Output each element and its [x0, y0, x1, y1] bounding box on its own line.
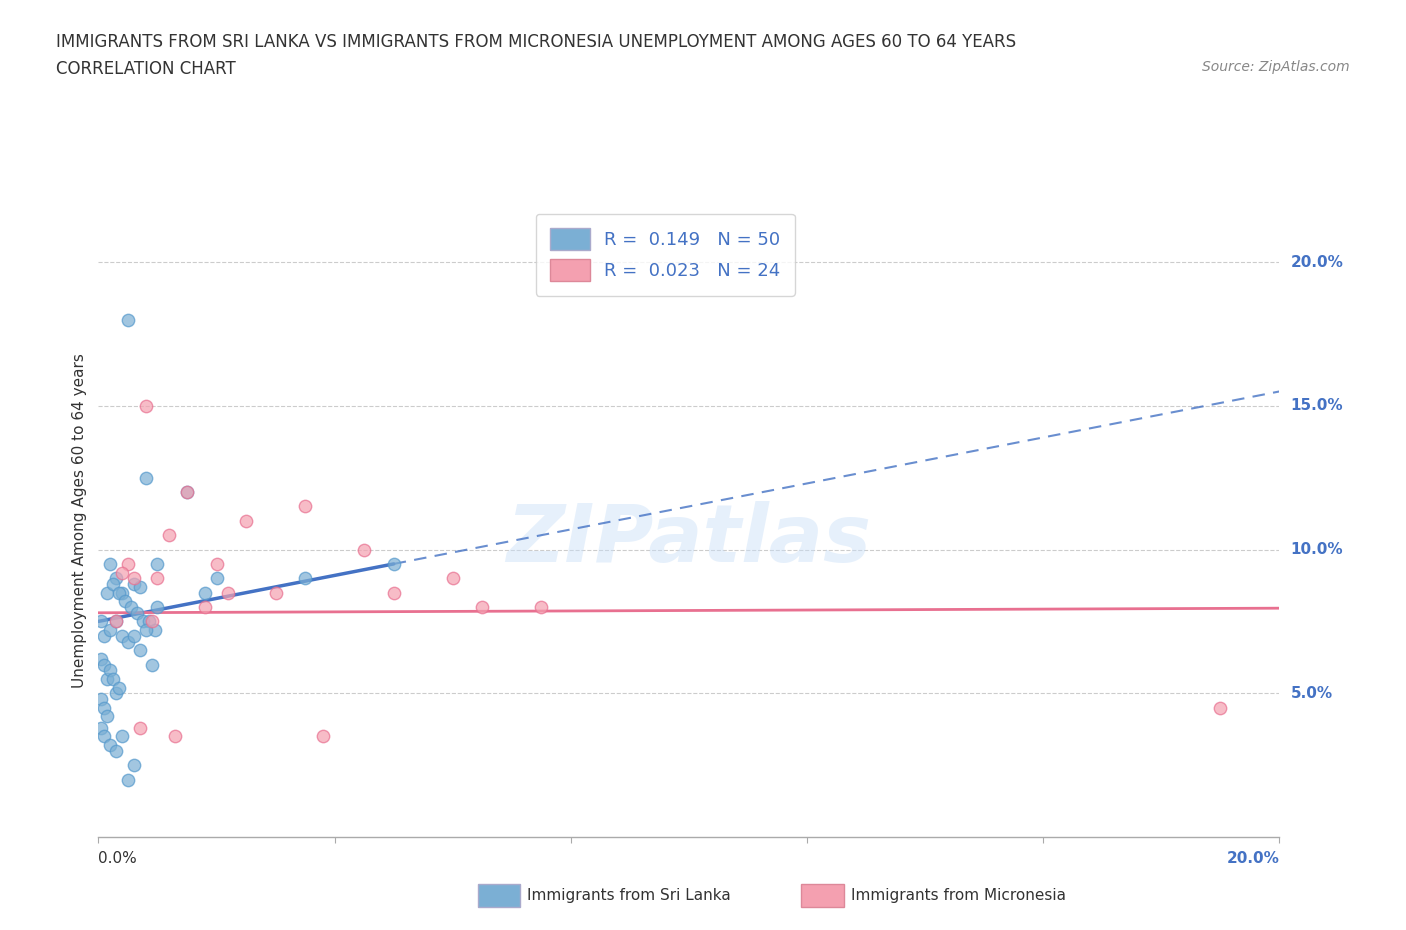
Point [157, 527, 180, 542]
Point [105, 743, 128, 758]
Point [111, 729, 134, 744]
Point [471, 600, 494, 615]
Point [294, 571, 316, 586]
Point [146, 556, 169, 571]
Point [93, 700, 115, 715]
Point [128, 721, 150, 736]
Legend: R =  0.149   N = 50, R =  0.023   N = 24: R = 0.149 N = 50, R = 0.023 N = 24 [536, 214, 794, 296]
Point [235, 513, 257, 528]
Point [146, 571, 169, 586]
Point [125, 605, 148, 620]
Point [194, 585, 217, 600]
Point [103, 671, 125, 686]
Point [96, 671, 118, 686]
Point [135, 622, 157, 637]
Point [105, 614, 128, 629]
Text: 10.0%: 10.0% [1291, 542, 1343, 557]
Point [105, 571, 128, 586]
Point [128, 643, 150, 658]
Point [205, 556, 228, 571]
Point [382, 556, 405, 571]
Point [98, 556, 121, 571]
Point [117, 634, 139, 649]
Point [176, 485, 198, 499]
Point [132, 614, 155, 629]
Point [98, 737, 121, 752]
Text: CORRELATION CHART: CORRELATION CHART [56, 60, 236, 78]
Point [117, 312, 139, 327]
Point [194, 600, 217, 615]
Point [217, 585, 239, 600]
Point [90, 692, 112, 707]
Point [120, 600, 142, 615]
Point [122, 577, 145, 591]
Point [122, 629, 145, 644]
Point [111, 565, 134, 580]
Point [128, 579, 150, 594]
Point [90, 651, 112, 666]
Point [441, 571, 464, 586]
Point [353, 542, 375, 557]
Point [98, 663, 121, 678]
Point [108, 585, 131, 600]
Point [312, 729, 335, 744]
Point [143, 622, 166, 637]
Text: Immigrants from Sri Lanka: Immigrants from Sri Lanka [527, 888, 731, 903]
Point [117, 772, 139, 787]
Point [141, 614, 163, 629]
Point [1209, 700, 1232, 715]
Point [90, 614, 112, 629]
Point [105, 685, 128, 700]
Point [165, 729, 187, 744]
Point [93, 629, 115, 644]
Text: 15.0%: 15.0% [1291, 398, 1343, 413]
Point [105, 614, 128, 629]
Point [141, 658, 163, 672]
Text: 0.0%: 0.0% [98, 851, 138, 866]
Point [108, 680, 131, 695]
Point [146, 600, 169, 615]
Point [93, 729, 115, 744]
Point [122, 571, 145, 586]
Point [294, 499, 316, 514]
Text: Immigrants from Micronesia: Immigrants from Micronesia [851, 888, 1066, 903]
Point [264, 585, 287, 600]
Point [111, 629, 134, 644]
Point [111, 585, 134, 600]
Point [98, 622, 121, 637]
Text: 20.0%: 20.0% [1291, 255, 1344, 270]
Point [176, 485, 198, 499]
Point [93, 658, 115, 672]
Point [530, 600, 553, 615]
Point [205, 571, 228, 586]
Point [96, 585, 118, 600]
Point [382, 585, 405, 600]
Text: Source: ZipAtlas.com: Source: ZipAtlas.com [1202, 60, 1350, 74]
Point [114, 594, 136, 609]
Text: 5.0%: 5.0% [1291, 685, 1333, 701]
Point [122, 758, 145, 773]
Text: ZIPatlas: ZIPatlas [506, 500, 872, 578]
Y-axis label: Unemployment Among Ages 60 to 64 years: Unemployment Among Ages 60 to 64 years [72, 353, 87, 688]
Point [103, 577, 125, 591]
Point [96, 709, 118, 724]
Point [135, 398, 157, 413]
Point [117, 556, 139, 571]
Point [138, 614, 160, 629]
Point [135, 471, 157, 485]
Point [90, 721, 112, 736]
Text: 20.0%: 20.0% [1226, 851, 1279, 866]
Text: IMMIGRANTS FROM SRI LANKA VS IMMIGRANTS FROM MICRONESIA UNEMPLOYMENT AMONG AGES : IMMIGRANTS FROM SRI LANKA VS IMMIGRANTS … [56, 33, 1017, 50]
